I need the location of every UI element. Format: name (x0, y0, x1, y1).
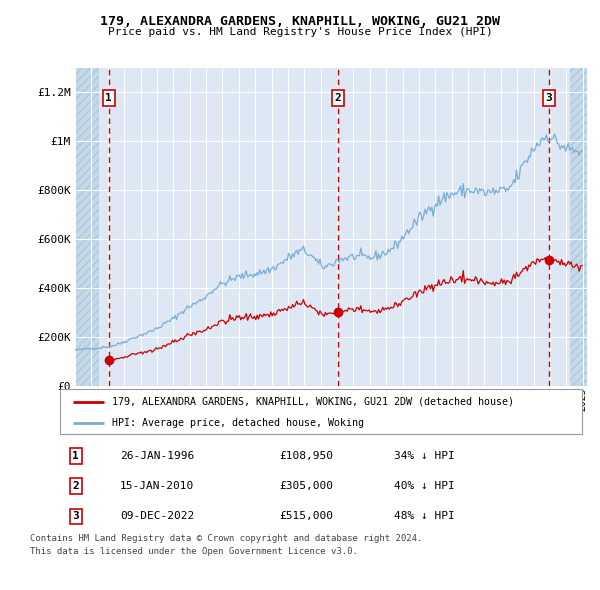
Text: 179, ALEXANDRA GARDENS, KNAPHILL, WOKING, GU21 2DW (detached house): 179, ALEXANDRA GARDENS, KNAPHILL, WOKING… (112, 397, 514, 407)
Bar (571, 68, 587, 386)
Text: 3: 3 (72, 512, 79, 522)
Text: 3: 3 (545, 93, 553, 103)
Text: £305,000: £305,000 (279, 481, 333, 491)
Text: 2: 2 (72, 481, 79, 491)
Text: Price paid vs. HM Land Registry's House Price Index (HPI): Price paid vs. HM Land Registry's House … (107, 27, 493, 37)
Text: 48% ↓ HPI: 48% ↓ HPI (394, 512, 455, 522)
Text: £108,950: £108,950 (279, 451, 333, 461)
Text: HPI: Average price, detached house, Woking: HPI: Average price, detached house, Woki… (112, 418, 364, 428)
Text: 1: 1 (72, 451, 79, 461)
Text: 1: 1 (106, 93, 112, 103)
Text: 2: 2 (334, 93, 341, 103)
Text: 40% ↓ HPI: 40% ↓ HPI (394, 481, 455, 491)
Text: 09-DEC-2022: 09-DEC-2022 (120, 512, 194, 522)
Text: £515,000: £515,000 (279, 512, 333, 522)
Text: 34% ↓ HPI: 34% ↓ HPI (394, 451, 455, 461)
Text: 26-JAN-1996: 26-JAN-1996 (120, 451, 194, 461)
Text: 179, ALEXANDRA GARDENS, KNAPHILL, WOKING, GU21 2DW: 179, ALEXANDRA GARDENS, KNAPHILL, WOKING… (100, 15, 500, 28)
Text: This data is licensed under the Open Government Licence v3.0.: This data is licensed under the Open Gov… (30, 547, 358, 556)
Bar (75, 68, 100, 386)
Text: 15-JAN-2010: 15-JAN-2010 (120, 481, 194, 491)
Text: Contains HM Land Registry data © Crown copyright and database right 2024.: Contains HM Land Registry data © Crown c… (30, 534, 422, 543)
